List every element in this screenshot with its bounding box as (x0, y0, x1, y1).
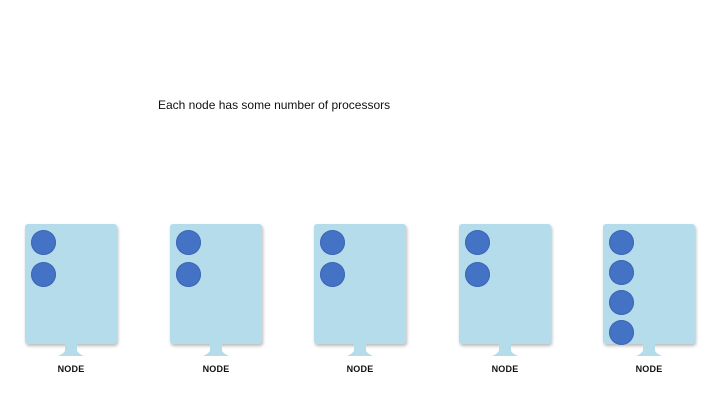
node-3: NODE (314, 224, 410, 376)
node-stand-icon (58, 344, 84, 356)
node-stand-icon (492, 344, 518, 356)
node-label: NODE (635, 364, 663, 374)
processor-circle (320, 230, 345, 255)
processor-circle (609, 230, 634, 255)
node-stand-icon (347, 344, 373, 356)
processor-circle (176, 230, 201, 255)
node-body (314, 224, 406, 344)
node-label: NODE (57, 364, 85, 374)
processor-circle (320, 262, 345, 287)
node-body (170, 224, 262, 344)
node-5: NODE (603, 224, 699, 376)
node-stand-icon (636, 344, 662, 356)
processor-group (176, 230, 206, 294)
processor-circle (176, 262, 201, 287)
processor-group (320, 230, 350, 294)
processor-group (31, 230, 61, 294)
processor-circle (465, 262, 490, 287)
node-body (459, 224, 551, 344)
node-stand-icon (203, 344, 229, 356)
processor-circle (31, 262, 56, 287)
processor-group (465, 230, 495, 294)
processor-circle (609, 260, 634, 285)
processor-group (609, 230, 639, 350)
processor-circle (31, 230, 56, 255)
processor-circle (609, 320, 634, 345)
node-2: NODE (170, 224, 266, 376)
node-body (603, 224, 695, 345)
node-1: NODE (25, 224, 121, 376)
node-body (25, 224, 117, 344)
processor-circle (609, 290, 634, 315)
node-label: NODE (202, 364, 230, 374)
node-label: NODE (491, 364, 519, 374)
node-4: NODE (459, 224, 555, 376)
processor-circle (465, 230, 490, 255)
node-label: NODE (346, 364, 374, 374)
caption-text: Each node has some number of processors (158, 98, 391, 112)
